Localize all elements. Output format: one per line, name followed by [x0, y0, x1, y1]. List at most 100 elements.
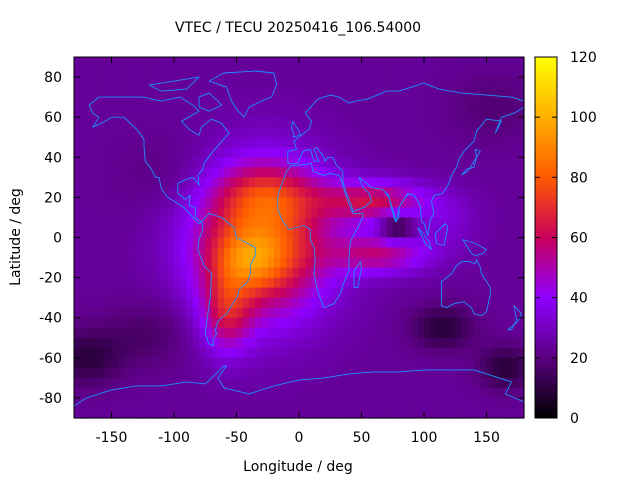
heatmap-cell — [174, 307, 181, 319]
heatmap-cell — [330, 167, 338, 178]
heatmap-cell — [136, 97, 144, 108]
heatmap-cell — [324, 107, 331, 118]
heatmap-cell — [417, 277, 425, 289]
heatmap-cell — [205, 237, 213, 249]
heatmap-cell — [367, 357, 375, 369]
heatmap-cell — [211, 97, 219, 108]
heatmap-cell — [99, 397, 106, 409]
heatmap-cell — [324, 367, 331, 379]
heatmap-cell — [274, 377, 281, 389]
heatmap-cell — [436, 197, 444, 209]
heatmap-cell — [117, 67, 125, 78]
heatmap-cell — [211, 187, 219, 198]
heatmap-cell — [311, 397, 319, 409]
heatmap-cell — [317, 57, 325, 68]
heatmap-cell — [392, 107, 400, 118]
heatmap-cell — [124, 327, 131, 339]
heatmap-cell — [230, 77, 238, 88]
heatmap-cell — [105, 347, 113, 359]
heatmap-cell — [249, 107, 256, 118]
heatmap-cell — [236, 317, 244, 329]
heatmap-cell — [505, 347, 513, 359]
heatmap-cell — [505, 357, 513, 369]
heatmap-cell — [392, 317, 400, 329]
heatmap-cell — [480, 267, 488, 279]
heatmap-cell — [511, 267, 519, 279]
heatmap-cell — [286, 77, 294, 88]
heatmap-cell — [349, 317, 356, 329]
heatmap-cell — [230, 97, 238, 108]
heatmap-cell — [105, 367, 113, 379]
heatmap-cell — [217, 147, 225, 158]
heatmap-cell — [199, 187, 206, 198]
heatmap-cell — [499, 337, 506, 349]
heatmap-cell — [417, 287, 425, 299]
heatmap-cell — [130, 327, 138, 339]
heatmap-cell — [180, 297, 188, 309]
heatmap-cell — [186, 327, 194, 339]
heatmap-cell — [142, 127, 150, 138]
heatmap-cell — [174, 257, 181, 269]
heatmap-cell — [392, 197, 400, 209]
heatmap-cell — [299, 337, 306, 349]
heatmap-cell — [86, 107, 94, 118]
heatmap-cell — [311, 337, 319, 349]
heatmap-cell — [111, 77, 119, 88]
heatmap-cell — [130, 317, 138, 329]
heatmap-cell — [186, 337, 194, 349]
heatmap-cell — [205, 167, 213, 178]
heatmap-cell — [336, 77, 344, 88]
heatmap-cell — [267, 127, 275, 138]
heatmap-cell — [155, 377, 163, 389]
heatmap-cell — [99, 297, 106, 309]
heatmap-cell — [324, 347, 331, 359]
heatmap-cell — [167, 177, 175, 188]
heatmap-cell — [380, 277, 388, 289]
heatmap-cell — [217, 197, 225, 209]
heatmap-cell — [492, 177, 500, 188]
heatmap-cell — [399, 337, 406, 349]
heatmap-cell — [249, 77, 256, 88]
heatmap-cell — [117, 217, 125, 229]
heatmap-cell — [361, 297, 369, 309]
heatmap-cell — [180, 337, 188, 349]
heatmap-cell — [299, 157, 306, 168]
heatmap-cell — [211, 237, 219, 249]
heatmap-cell — [192, 87, 200, 98]
heatmap-cell — [430, 157, 438, 168]
heatmap-cell — [111, 357, 119, 369]
heatmap-cell — [299, 297, 306, 309]
heatmap-cell — [286, 237, 294, 249]
heatmap-cell — [342, 357, 350, 369]
heatmap-cell — [255, 227, 263, 239]
heatmap-cell — [342, 387, 350, 399]
heatmap-cell — [305, 217, 313, 229]
heatmap-cell — [136, 247, 144, 259]
heatmap-cell — [449, 157, 456, 168]
heatmap-cell — [205, 77, 213, 88]
heatmap-cell — [80, 197, 88, 209]
heatmap-cell — [211, 377, 219, 389]
heatmap-cell — [374, 377, 381, 389]
heatmap-cell — [486, 297, 494, 309]
heatmap-cell — [361, 237, 369, 249]
heatmap-cell — [499, 227, 506, 239]
heatmap-cell — [199, 107, 206, 118]
heatmap-cell — [136, 377, 144, 389]
heatmap-cell — [292, 257, 300, 269]
heatmap-cell — [199, 337, 206, 349]
heatmap-cell — [224, 167, 231, 178]
heatmap-cell — [92, 317, 100, 329]
heatmap-cell — [480, 407, 488, 419]
heatmap-cell — [449, 107, 456, 118]
heatmap-cell — [155, 77, 163, 88]
heatmap-cell — [80, 387, 88, 399]
heatmap-cell — [461, 227, 469, 239]
heatmap-cell — [411, 387, 419, 399]
heatmap-cell — [442, 187, 450, 198]
heatmap-cell — [199, 67, 206, 78]
heatmap-cell — [211, 77, 219, 88]
heatmap-cell — [136, 307, 144, 319]
heatmap-cell — [336, 227, 344, 239]
heatmap-cell — [492, 337, 500, 349]
